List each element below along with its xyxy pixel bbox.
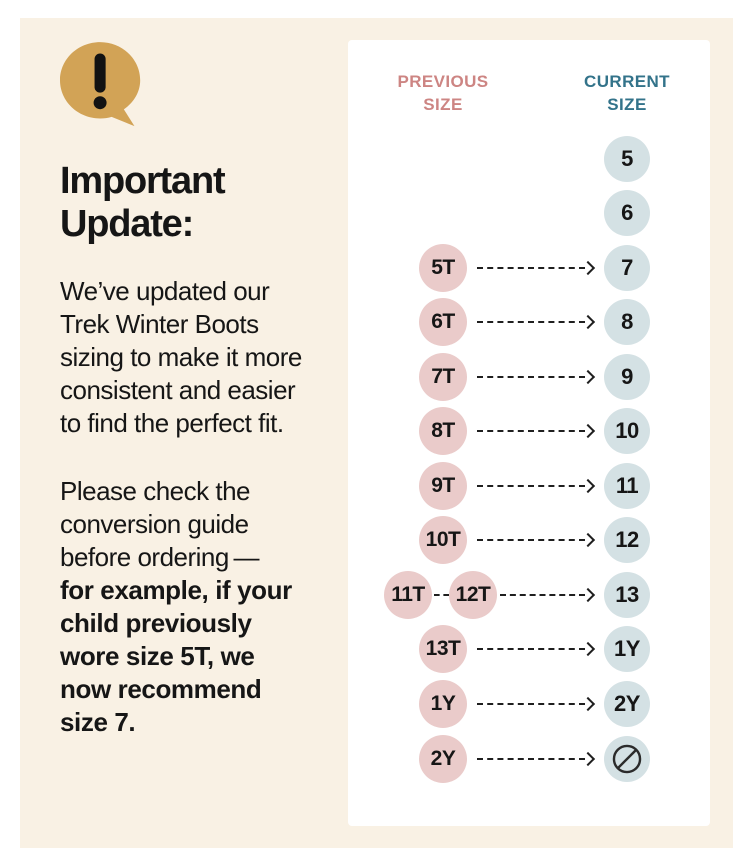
conversion-row: 8T 10	[348, 403, 710, 458]
conversion-row: 9T 11	[348, 458, 710, 513]
conversion-row: 7T 9	[348, 349, 710, 404]
current-size-circle: 8	[604, 298, 650, 345]
conversion-row: 6T 8	[348, 294, 710, 349]
current-size-circle: 13	[604, 571, 650, 618]
previous-size-circle: 5T	[419, 243, 467, 292]
conversion-row: 10T 12	[348, 512, 710, 567]
conversion-row: 6	[348, 185, 710, 240]
dashed-arrow-icon	[477, 696, 596, 711]
arrow-dash-line	[477, 266, 585, 269]
pair-connector-dashes	[434, 593, 449, 596]
arrow-dash-line	[477, 702, 585, 705]
conversion-row: 1Y 2Y	[348, 676, 710, 731]
conversion-rows: 5 6 5T 7 6T 8 7T 9 8T 10 9T 11 10T 12 11T 12T 13 13T 1Y 1Y 2…	[348, 40, 710, 826]
page-title: Important Update:	[60, 160, 226, 245]
size-chart-panel: PREVIOUS SIZE CURRENT SIZE 5 6 5T 7 6T 8 7T 9 8T…	[348, 40, 710, 826]
previous-size-circle: 8T	[419, 406, 467, 455]
arrow-head	[580, 314, 596, 329]
left-column: Important Update: We’ve updated our Trek…	[60, 42, 356, 774]
conversion-row: 5	[348, 131, 710, 186]
arrow-dash-line	[477, 647, 585, 650]
current-size-circle: 2Y	[604, 680, 650, 727]
arrow-head	[580, 751, 596, 766]
dashed-arrow-icon	[477, 369, 596, 384]
arrow-head	[580, 641, 596, 656]
intro-paragraph: We’ve updated our Trek Winter Boots sizi…	[60, 276, 302, 438]
arrow-dash-line	[500, 593, 585, 596]
dashed-arrow-icon	[500, 587, 596, 602]
arrow-dash-line	[477, 375, 585, 378]
arrow-dash-line	[477, 320, 585, 323]
guide-paragraph-intro: Please check the conversion guide before…	[60, 476, 260, 572]
current-size-circle: 11	[604, 462, 650, 509]
current-size-header: CURRENT SIZE	[584, 72, 670, 114]
previous-size-circle: 11T	[384, 570, 432, 619]
arrow-dash-line	[477, 538, 585, 541]
arrow-head	[580, 369, 596, 384]
guide-paragraph: Please check the conversion guide before…	[60, 475, 356, 739]
arrow-head	[580, 532, 596, 547]
no-size-icon	[612, 744, 642, 773]
previous-size-circle: 12T	[449, 570, 497, 619]
arrow-head	[580, 260, 596, 275]
dashed-arrow-icon	[477, 260, 596, 275]
current-size-circle: 7	[604, 244, 650, 291]
current-size-circle: 5	[604, 135, 650, 182]
arrow-head	[580, 696, 596, 711]
previous-size-circle: 7T	[419, 352, 467, 401]
no-size-circle	[604, 735, 650, 782]
previous-size-circle: 13T	[419, 624, 467, 673]
conversion-row: 11T 12T 13	[348, 567, 710, 622]
arrow-head	[580, 423, 596, 438]
current-size-circle: 6	[604, 189, 650, 236]
current-size-circle: 10	[604, 407, 650, 454]
conversion-row: 13T 1Y	[348, 621, 710, 676]
arrow-dash-line	[477, 484, 585, 487]
exclamation-speech-bubble-icon	[60, 42, 356, 130]
arrow-head	[580, 587, 596, 602]
conversion-row: 5T 7	[348, 240, 710, 295]
infographic-card: Important Update: We’ve updated our Trek…	[20, 18, 733, 848]
arrow-head	[580, 478, 596, 493]
dashed-arrow-icon	[477, 532, 596, 547]
previous-size-circle: 2Y	[419, 734, 467, 783]
previous-size-circle: 10T	[419, 515, 467, 564]
arrow-dash-line	[477, 429, 585, 432]
guide-paragraph-example: for example, if your child previously wo…	[60, 575, 292, 737]
previous-size-circle: 9T	[419, 461, 467, 510]
dashed-arrow-icon	[477, 478, 596, 493]
conversion-row: 2Y	[348, 731, 710, 786]
previous-size-circle: 6T	[419, 297, 467, 346]
dashed-arrow-icon	[477, 314, 596, 329]
current-size-circle: 1Y	[604, 625, 650, 672]
previous-size-circle: 1Y	[419, 679, 467, 728]
arrow-dash-line	[477, 757, 585, 760]
previous-size-header: PREVIOUS SIZE	[397, 72, 489, 114]
dashed-arrow-icon	[477, 641, 596, 656]
current-size-circle: 9	[604, 353, 650, 400]
dashed-arrow-icon	[477, 751, 596, 766]
dashed-arrow-icon	[477, 423, 596, 438]
current-size-circle: 12	[604, 516, 650, 563]
